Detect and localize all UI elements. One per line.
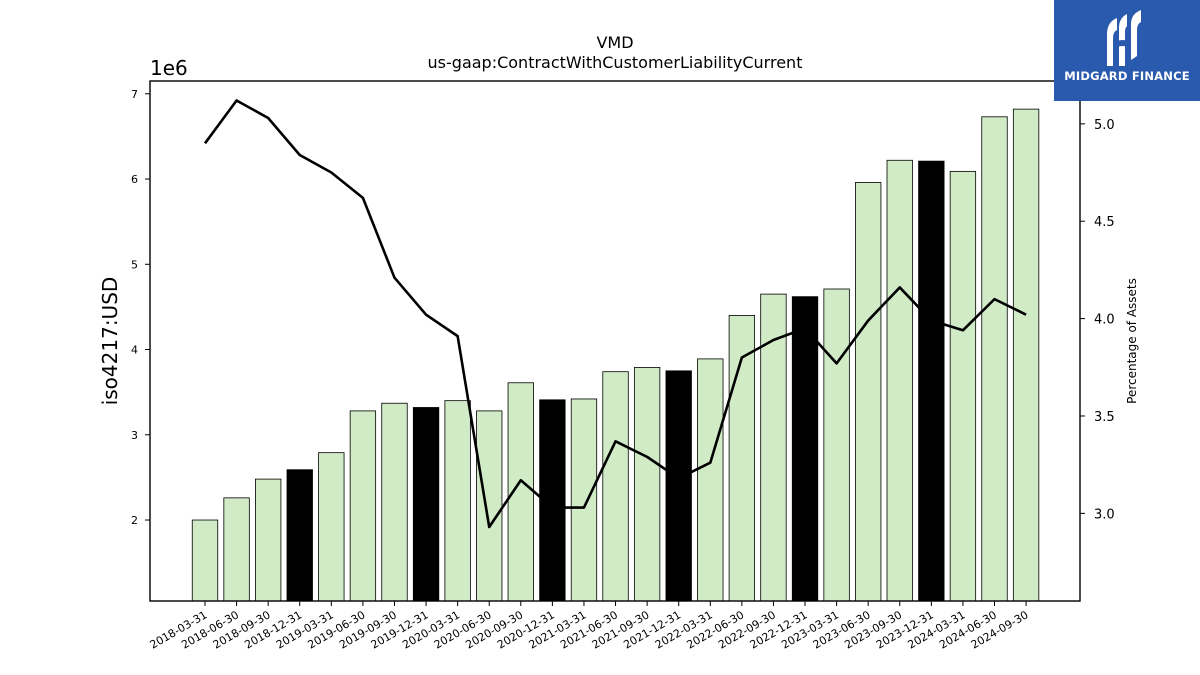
y-tick-label: 3 bbox=[131, 429, 138, 442]
bar bbox=[728, 315, 756, 602]
bar bbox=[855, 182, 882, 602]
midgard-finance-logo: MIDGARD FINANCE bbox=[1054, 0, 1200, 101]
bar bbox=[918, 160, 945, 602]
logo-text: MIDGARD FINANCE bbox=[1064, 69, 1190, 83]
y-tick-label: 6 bbox=[131, 173, 138, 186]
bar bbox=[444, 400, 471, 602]
y-axis-label: iso4217:USD bbox=[98, 277, 122, 406]
bar bbox=[665, 370, 692, 602]
bars-layer bbox=[191, 108, 1040, 602]
bar bbox=[412, 407, 440, 602]
bar bbox=[633, 367, 661, 602]
percentage-line bbox=[203, 99, 1027, 529]
bar bbox=[949, 170, 977, 602]
bar bbox=[697, 358, 724, 602]
y2-tick-label: 5.0 bbox=[1094, 118, 1115, 133]
plot-frame bbox=[149, 80, 1081, 602]
chart-title: VMD bbox=[596, 33, 633, 52]
bar bbox=[349, 410, 377, 602]
y2-tick-label: 3.0 bbox=[1094, 507, 1115, 522]
bar bbox=[886, 159, 913, 602]
bar bbox=[286, 469, 313, 602]
chart-subtitle: us-gaap:ContractWithCustomerLiabilityCur… bbox=[428, 53, 803, 72]
bar bbox=[602, 371, 629, 602]
bar bbox=[791, 296, 819, 602]
y-offset-label: 1e6 bbox=[150, 56, 188, 80]
bar bbox=[570, 398, 598, 602]
bar bbox=[381, 402, 408, 602]
y-tick-label: 4 bbox=[131, 344, 138, 357]
y2-tick-label: 4.5 bbox=[1094, 215, 1115, 230]
y-tick-label: 7 bbox=[131, 88, 138, 101]
y2-axis-label: Percentage of Assets bbox=[1125, 278, 1139, 404]
bar bbox=[981, 116, 1008, 602]
y2-tick-label: 4.0 bbox=[1094, 313, 1115, 328]
bar bbox=[191, 519, 219, 602]
bar bbox=[476, 410, 503, 602]
bar bbox=[223, 497, 250, 602]
bar bbox=[1012, 108, 1040, 602]
bar bbox=[255, 478, 282, 602]
bar bbox=[823, 288, 850, 602]
y-tick-label: 2 bbox=[131, 514, 138, 527]
logo-mark-icon bbox=[1107, 10, 1141, 66]
line-layer bbox=[203, 99, 1027, 529]
y-tick-label: 5 bbox=[131, 258, 138, 271]
y2-tick-label: 3.5 bbox=[1094, 410, 1115, 425]
bar bbox=[318, 452, 345, 602]
